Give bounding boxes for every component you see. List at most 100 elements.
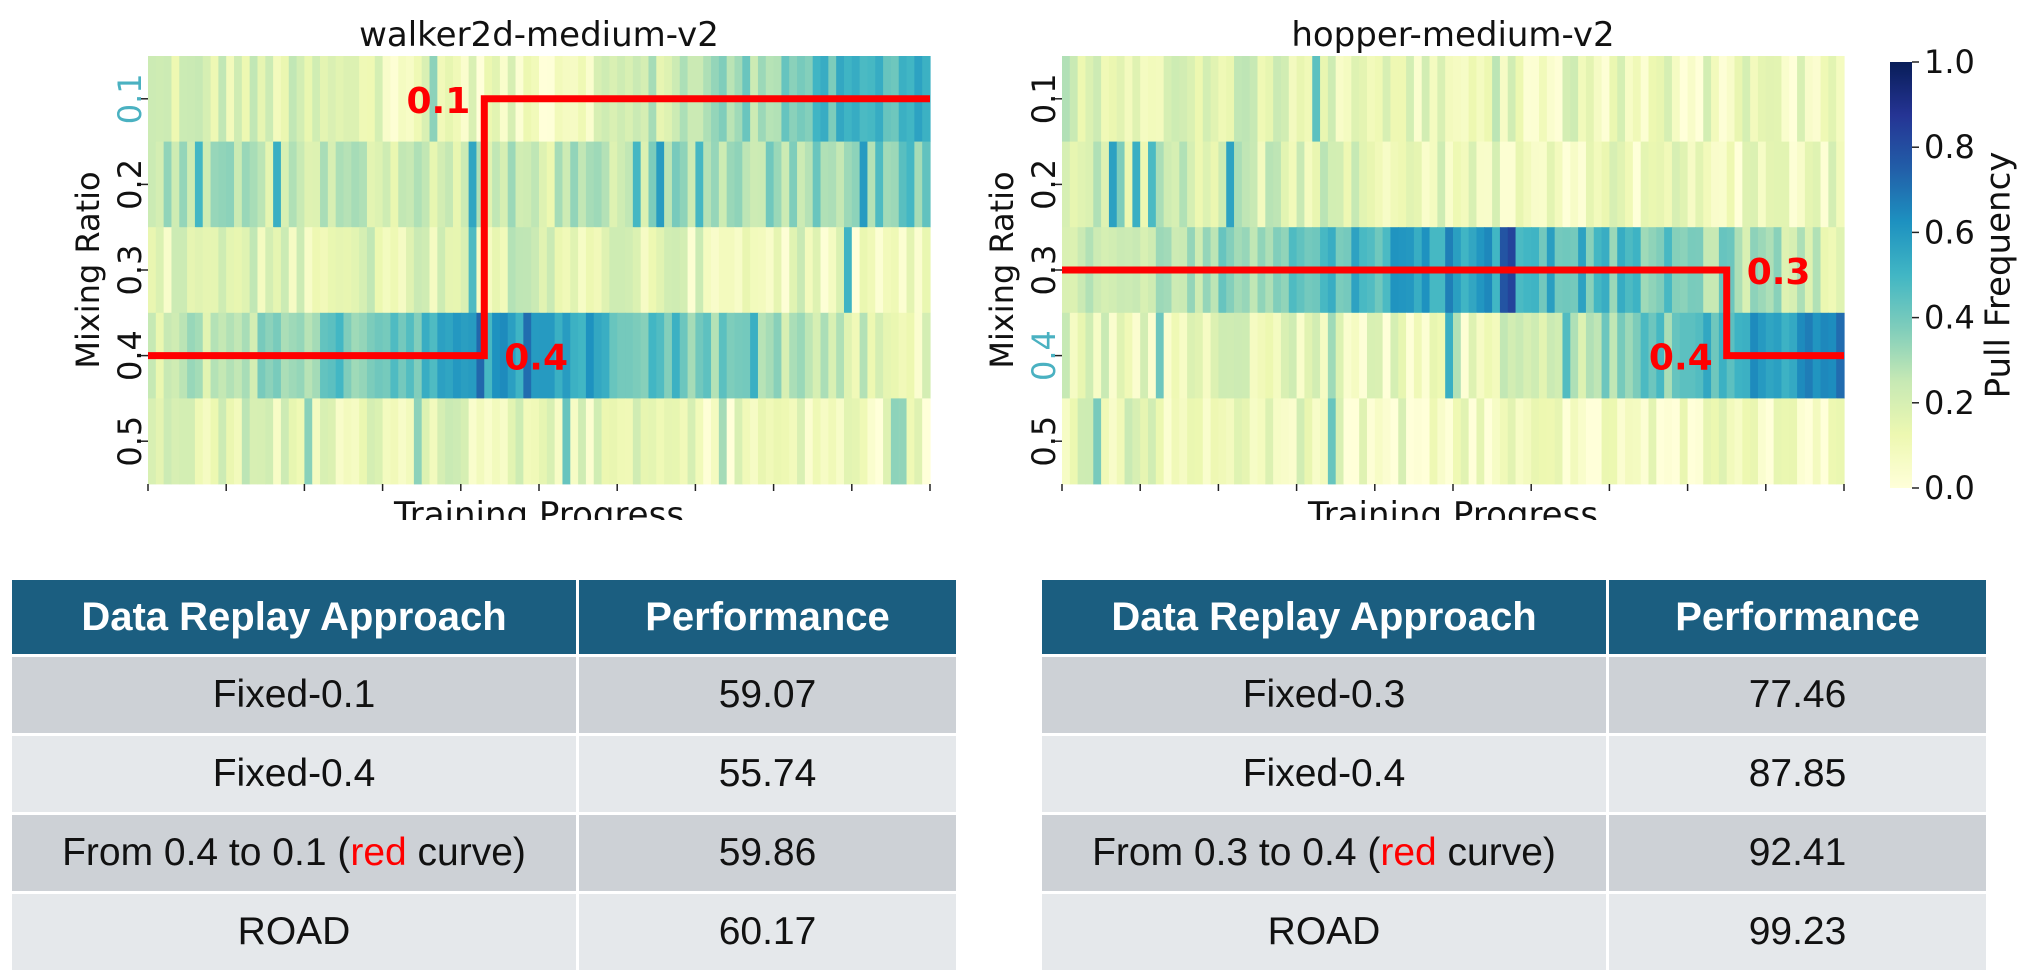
heatmap-cell xyxy=(1476,141,1485,228)
performance-cell: 99.23 xyxy=(1607,891,1986,970)
heatmap-cell xyxy=(1077,398,1087,485)
heatmap-cell xyxy=(148,227,157,314)
heatmap-cell xyxy=(585,398,595,485)
heatmap-cell xyxy=(703,398,712,485)
heatmap-cell xyxy=(226,227,235,314)
heatmap-cell xyxy=(1789,227,1798,314)
heatmap-cell xyxy=(1812,227,1822,314)
heatmap-cell xyxy=(398,56,407,142)
heatmap-cell xyxy=(1249,398,1259,485)
heatmap-cell xyxy=(671,141,681,228)
heatmap-cell xyxy=(280,227,290,314)
heatmap-cell xyxy=(187,227,196,314)
heatmap-cell xyxy=(531,398,540,485)
heatmap-cell xyxy=(1273,312,1282,399)
heatmap-cell xyxy=(898,141,908,228)
heatmap-cell xyxy=(1507,141,1517,228)
heatmap-cell xyxy=(1703,56,1712,142)
heatmap-cell xyxy=(1742,398,1751,485)
heatmap-cell xyxy=(1797,398,1806,485)
heatmap-cell xyxy=(241,227,251,314)
heatmap-cell xyxy=(1453,56,1462,142)
heatmap-cell xyxy=(1187,312,1196,399)
heatmap-cell xyxy=(1593,141,1603,228)
heatmap-cell xyxy=(1711,141,1720,228)
heatmap-cell xyxy=(632,398,642,485)
heatmap-cell xyxy=(359,141,368,228)
heatmap-cell xyxy=(781,312,790,399)
heatmap-cell xyxy=(1781,141,1790,228)
heatmap-cell xyxy=(804,398,814,485)
heatmap-cell xyxy=(210,398,219,485)
heatmap-cell xyxy=(1241,56,1251,142)
heatmap-cell xyxy=(1413,56,1423,142)
heatmap-cell xyxy=(398,398,407,485)
heatmap-cell xyxy=(609,141,618,228)
heatmap-cell xyxy=(499,312,509,399)
heatmap-cell xyxy=(1773,227,1783,314)
heatmap-cell xyxy=(366,56,376,142)
heatmap-cell xyxy=(1351,56,1360,142)
heatmap-cell xyxy=(1750,56,1759,142)
heatmap-cell xyxy=(750,227,759,314)
heatmap-cell xyxy=(1296,312,1306,399)
heatmap-cell xyxy=(523,141,532,228)
curve-label: 0.3 xyxy=(1747,252,1811,293)
heatmap-cell xyxy=(1069,141,1079,228)
heatmap-cell xyxy=(492,398,501,485)
heatmap-cell xyxy=(202,141,212,228)
heatmap-cell xyxy=(632,141,642,228)
table-row: Fixed-0.4 55.74 xyxy=(12,733,956,814)
table-row: ROAD 60.17 xyxy=(12,891,956,970)
heatmap-cell xyxy=(1640,398,1650,485)
heatmap-cell xyxy=(1179,312,1188,399)
heatmap-cell xyxy=(437,398,446,485)
heatmap-cell xyxy=(742,312,751,399)
heatmap-cell xyxy=(703,227,712,314)
heatmap-cell xyxy=(265,56,274,142)
heatmap-cell xyxy=(914,141,923,228)
heatmap-cell xyxy=(1085,398,1094,485)
heatmap-cell xyxy=(1210,141,1219,228)
heatmap-cell xyxy=(1226,398,1235,485)
heatmap-cell xyxy=(640,227,650,314)
heatmap-cell xyxy=(257,141,266,228)
heatmap-cell xyxy=(1163,398,1173,485)
heatmap-cell xyxy=(234,227,243,314)
colorbar-label: Pull Frequency xyxy=(1979,152,2019,399)
heatmap-cell xyxy=(1390,56,1399,142)
heatmap-cell xyxy=(288,56,298,142)
heatmap-cell xyxy=(648,227,657,314)
heatmap-cell xyxy=(320,398,329,485)
heatmap-cell xyxy=(898,312,908,399)
heatmap-cell xyxy=(687,141,696,228)
heatmap-cell xyxy=(241,398,251,485)
heatmap-cell xyxy=(1445,398,1454,485)
heatmap-cell xyxy=(1304,312,1313,399)
heatmap-cell xyxy=(625,141,634,228)
heatmap-cell xyxy=(1187,398,1196,485)
heatmap-cell xyxy=(398,227,407,314)
heatmap-cell xyxy=(1116,398,1126,485)
heatmap-cell xyxy=(1765,398,1775,485)
heatmap-cell xyxy=(890,141,900,228)
heatmap-cell xyxy=(836,141,845,228)
heatmap-cell xyxy=(1797,56,1806,142)
heatmap-cell xyxy=(1077,312,1087,399)
heatmap-cell xyxy=(1460,398,1470,485)
heatmap-cell xyxy=(1280,56,1290,142)
heatmap-cell xyxy=(202,56,212,142)
heatmap-cell xyxy=(625,227,634,314)
heatmap-cell xyxy=(1625,398,1634,485)
heatmap-cell xyxy=(1531,141,1540,228)
heatmap-cell xyxy=(570,312,579,399)
heatmap-cell xyxy=(1132,398,1141,485)
heatmap-cell xyxy=(241,141,251,228)
y-tick-label: 0.4 xyxy=(111,330,149,381)
heatmap-cell xyxy=(1265,398,1274,485)
heatmap-cell xyxy=(789,312,798,399)
approach-cell: ROAD xyxy=(12,891,579,970)
colorbar-tick-label: 0.2 xyxy=(1924,384,1975,422)
heatmap-cell xyxy=(171,227,180,314)
heatmap-cell xyxy=(249,56,259,142)
